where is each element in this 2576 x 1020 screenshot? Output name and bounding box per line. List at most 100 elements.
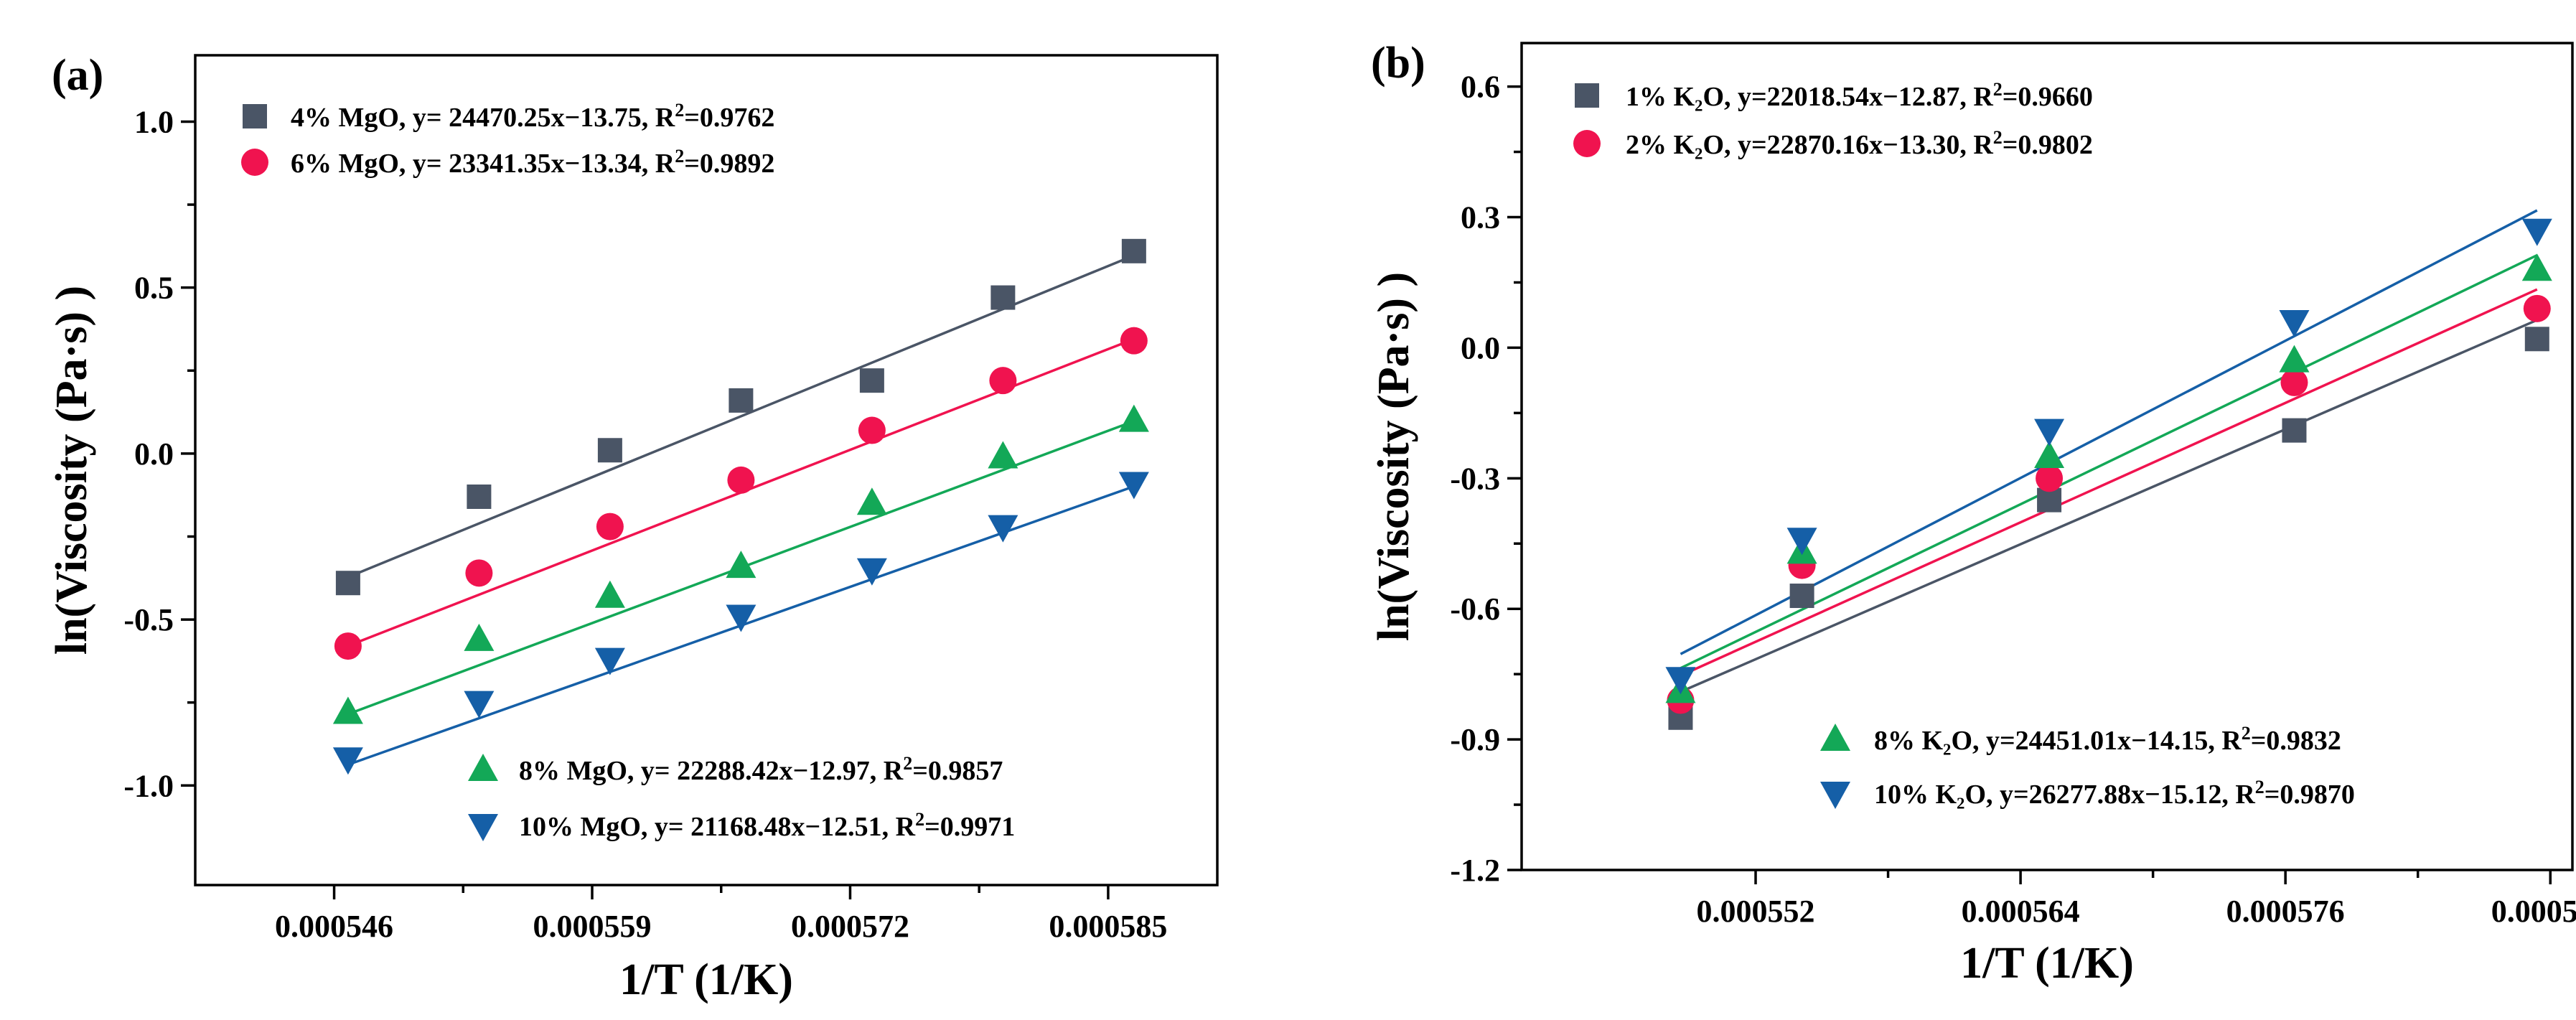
y-tick-label: -0.5 [123, 602, 174, 637]
legend-label: 4% MgO, y= 24470.25x−13.75, R2=0.9762 [291, 100, 774, 134]
data-point [1665, 667, 1696, 695]
data-point [2282, 418, 2307, 443]
data-point [1118, 404, 1149, 432]
data-point [988, 441, 1018, 469]
data-point [2034, 441, 2065, 468]
data-point [856, 558, 887, 586]
legend-marker [1573, 130, 1601, 157]
data-point [2521, 218, 2552, 246]
data-point [464, 691, 495, 719]
panel-label-a: (a) [52, 51, 103, 100]
legend-label: 10% MgO, y= 21168.48x−12.51, R2=0.9971 [519, 809, 1015, 843]
y-tick-label: 0.0 [1461, 330, 1500, 365]
data-points-b [1665, 218, 2552, 730]
legend-marker [1820, 724, 1850, 751]
x-tick-label: 0.000552 [1697, 894, 1815, 929]
legend-marker [468, 754, 498, 781]
data-point [594, 647, 625, 675]
data-point [727, 466, 755, 494]
x-axis-label-b: 1/T (1/K) [1960, 939, 2134, 988]
legend-marker [243, 104, 267, 128]
data-point [990, 285, 1016, 310]
data-point [859, 368, 884, 393]
legend-label: 10% K₂O, y=26277.88x−15.12, R2=0.9870 [1874, 777, 2355, 810]
data-point [1786, 528, 1817, 556]
data-point [2524, 327, 2549, 352]
x-tick-label: 0.000564 [1962, 894, 2080, 929]
y-axis-label-b: ln(Viscosity (Pa·s) ) [1369, 272, 1418, 641]
data-point [1121, 238, 1146, 263]
x-tick-label: 0.000546 [275, 909, 393, 944]
data-point [596, 513, 624, 541]
data-point [1120, 327, 1148, 355]
fit-lines-b [1680, 209, 2538, 693]
data-point [1118, 472, 1149, 500]
axes-b: 0.000552 0.000564 0.000576 0.000588 -1.2 -0.9… [1450, 70, 2576, 929]
legend-label: 1% K₂O, y=22018.54x−12.87, R2=0.9660 [1626, 79, 2093, 113]
x-tick-label: 0.000572 [791, 909, 909, 944]
data-point [465, 559, 493, 587]
y-tick-label: 0.6 [1461, 70, 1500, 105]
data-point [467, 484, 492, 509]
legend-label: 2% K₂O, y=22870.16x−13.30, R2=0.9802 [1626, 127, 2093, 161]
data-point [2279, 345, 2310, 373]
data-point [856, 487, 887, 515]
data-point [597, 438, 622, 463]
plot-frame-b [1520, 42, 2574, 871]
fit-line-4 [1680, 209, 2538, 655]
data-point [464, 623, 495, 651]
legend-label: 6% MgO, y= 23341.35x−13.34, R2=0.9892 [291, 146, 774, 179]
axes-a: 0.000546 0.000559 0.000572 0.000585 -1.0 -0.5… [123, 104, 1167, 944]
data-point [729, 388, 754, 413]
data-point [2036, 464, 2064, 492]
data-point [335, 571, 360, 596]
y-tick-label: 0.3 [1461, 200, 1500, 235]
y-tick-label: 0.5 [134, 271, 174, 306]
panel-b: (b) 0.000552 0.000564 0.000576 0.000588 -1.2… [1369, 39, 2576, 988]
data-point [2280, 368, 2308, 396]
legend-a: 4% MgO, y= 24470.25x−13.75, R2=0.9762 6% … [241, 100, 1015, 843]
fit-line-3 [1680, 253, 2538, 670]
legend-label: 8% MgO, y= 22288.42x−12.97, R2=0.9857 [519, 753, 1003, 787]
x-tick-label: 0.000559 [533, 909, 652, 944]
legend-label: 8% K₂O, y=24451.01x−14.15, R2=0.9832 [1874, 723, 2341, 757]
legend-marker [1575, 83, 1599, 108]
x-axis-label-a: 1/T (1/K) [619, 955, 793, 1004]
data-point [2034, 418, 2065, 446]
legend-b: 1% K₂O, y=22018.54x−12.87, R2=0.9660 2% K… [1573, 79, 2355, 810]
x-tick-label: 0.000576 [2226, 894, 2345, 929]
plot-frame-a [194, 54, 1219, 886]
fit-lines-a [347, 254, 1135, 766]
y-tick-label: 0.0 [134, 436, 174, 472]
data-point [1789, 584, 1814, 609]
y-axis-label-a: ln(Viscosity (Pa·s) ) [47, 286, 96, 655]
data-point [332, 747, 363, 775]
fit-line-2 [1680, 288, 2538, 677]
data-point [2521, 253, 2552, 281]
x-tick-label: 0.000588 [2491, 894, 2576, 929]
data-point [726, 551, 757, 579]
y-tick-label: -0.6 [1450, 591, 1500, 627]
x-tick-label: 0.000585 [1049, 909, 1167, 944]
y-tick-label: -0.3 [1450, 461, 1500, 496]
legend-marker [1820, 782, 1850, 809]
y-tick-label: -1.2 [1450, 853, 1500, 888]
data-point [2523, 294, 2551, 322]
data-point [332, 696, 363, 724]
data-points-a [332, 238, 1149, 775]
fit-line-1 [1680, 319, 2538, 693]
data-point [726, 604, 757, 632]
data-point [334, 632, 362, 660]
y-tick-label: -1.0 [123, 768, 174, 803]
data-point [989, 367, 1017, 395]
y-tick-label: 1.0 [134, 104, 174, 139]
data-point [594, 580, 625, 608]
data-point [858, 416, 886, 444]
legend-marker [241, 149, 268, 176]
panel-a: (a) 0.000546 0.000559 0.000572 0.000585 -1.0… [47, 51, 1219, 1004]
y-tick-label: -0.9 [1450, 722, 1500, 757]
legend-marker [468, 814, 498, 841]
data-point [2279, 310, 2310, 338]
data-point [988, 515, 1018, 543]
